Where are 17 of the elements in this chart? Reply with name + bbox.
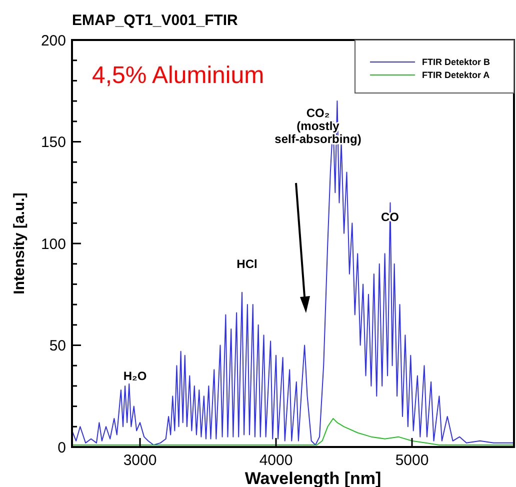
x-tick-label: 3000 [123,452,157,469]
annotation: 4,5% Aluminium [92,62,264,89]
y-tick-label: 200 [40,32,66,50]
legend-label: FTIR Detektor A [422,70,490,80]
legend-label: FTIR Detektor B [422,57,491,68]
x-tick-label: 5000 [395,452,429,469]
annotation: H₂O [123,369,147,383]
line-series [72,100,514,446]
y-tick-label: 150 [40,134,66,151]
y-tick-label: 0 [58,439,66,456]
y-tick-label: 100 [40,236,66,253]
line-series [72,418,514,446]
y-tick-label: 50 [49,338,66,354]
chart-title: EMAP_QT1_V001_FTIR [72,12,238,29]
annotation: HCl [236,257,258,271]
x-tick-label: 4000 [259,452,293,469]
y-axis-title: Intensity [a.u.] [11,192,28,294]
